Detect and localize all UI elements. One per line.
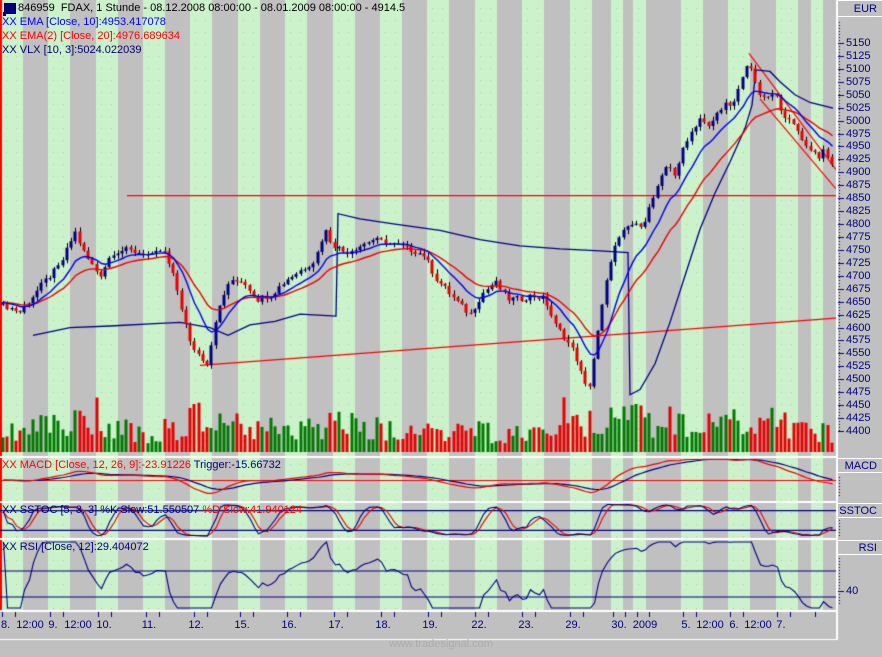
price-tick-label: 5050 [846,88,871,101]
watermark: www.tradesignal.com [389,638,493,650]
time-tick-label: 22. [471,619,487,631]
price-tick-label: 4850 [846,192,871,205]
price-tick-label: 5075 [846,75,871,88]
time-tick-label: 12:00 [16,619,44,631]
price-tick-label: 4675 [846,282,871,295]
rsi-label: XX RSI [Close, 12]:29.404072 [2,541,149,553]
price-tick-label: 4625 [846,308,871,321]
price-tick-label: 4700 [846,269,871,282]
vlx-label: XX VLX [10, 3]:5024.022039 [2,44,142,56]
price-tick-label: 4600 [846,321,871,334]
time-tick-label: 5. [681,619,691,631]
price-tick-label: 4975 [846,127,871,140]
price-tick-label: 4450 [846,399,871,412]
price-tick-label: 4800 [846,218,871,231]
time-tick-label: 18. [375,619,391,631]
price-tick-label: 4575 [846,334,871,347]
macd-panel-header: MACD [837,458,882,473]
price-tick-label: 4875 [846,179,871,192]
time-tick-label: 15. [234,619,250,631]
time-tick-label: 19. [422,619,438,631]
time-tick-label: 29. [565,619,581,631]
time-tick-label: 12:00 [744,619,772,631]
sstoc-k-label: XX SSTOC [5, 3, 3] %K Slow:51.550507 [2,504,203,516]
price-tick-label: 5125 [846,49,871,62]
time-tick-label: 10. [96,619,112,631]
price-tick-label: 4925 [846,153,871,166]
sstoc-label: XX SSTOC [5, 3, 3] %K Slow:51.550507 %D … [2,504,302,517]
price-tick-label: 4950 [846,140,871,153]
price-tick-label: 4400 [846,424,871,437]
time-tick-label: 8. [1,619,11,631]
chart-title: 846959 FDAX, 1 Stunde - 08.12.2008 08:00… [18,2,406,14]
price-tick-label: 4825 [846,205,871,218]
time-tick-label: 12:00 [696,619,724,631]
time-tick-label: 2009 [632,619,658,631]
sstoc-d-label: %D Slow:41.940124 [202,504,303,516]
time-tick-label: 17. [328,619,344,631]
ema-slow-label: XX EMA(2) [Close, 20]:4976.689634 [2,30,180,42]
sstoc-panel-header: SSTOC [837,503,882,518]
time-tick-label: 30. [611,619,627,631]
price-tick-label: 4650 [846,295,871,308]
price-tick-label: 5150 [846,37,871,49]
price-tick-label: 4475 [846,386,871,399]
time-tick-label: 11. [141,619,157,631]
time-tick-label: 9. [48,619,58,631]
time-tick-label: 7. [776,619,786,631]
price-tick-label: 4500 [846,373,871,386]
rsi-level-label: 40 [846,585,859,597]
candlestick-chart-icon [3,3,16,16]
price-axis-header: EUR [837,0,882,17]
price-tick-label: 5100 [846,62,871,75]
rsi-panel-header: RSI [837,540,882,555]
macd-label: XX MACD [Close, 12, 26, 9]:-23.91226 Tri… [2,459,281,472]
price-tick-label: 4775 [846,230,871,243]
time-tick-label: 12:00 [64,619,92,631]
ema-fast-label: XX EMA [Close, 10]:4953.417078 [2,16,166,28]
price-tick-label: 4425 [846,412,871,425]
time-tick-label: 16. [281,619,297,631]
price-tick-label: 4525 [846,360,871,373]
price-tick-label: 4725 [846,256,871,269]
price-tick-label: 5000 [846,114,871,127]
macd-value-label: XX MACD [Close, 12, 26, 9]:-23.91226 [2,459,191,471]
price-tick-label: 4900 [846,166,871,179]
macd-trigger-label: Trigger:-15.66732 [190,459,281,471]
price-tick-label: 4550 [846,347,871,360]
time-tick-label: 6. [729,619,739,631]
time-tick-label: 12. [188,619,204,631]
price-tick-label: 4750 [846,243,871,256]
time-tick-label: 23. [518,619,534,631]
price-tick-label: 5025 [846,101,871,114]
